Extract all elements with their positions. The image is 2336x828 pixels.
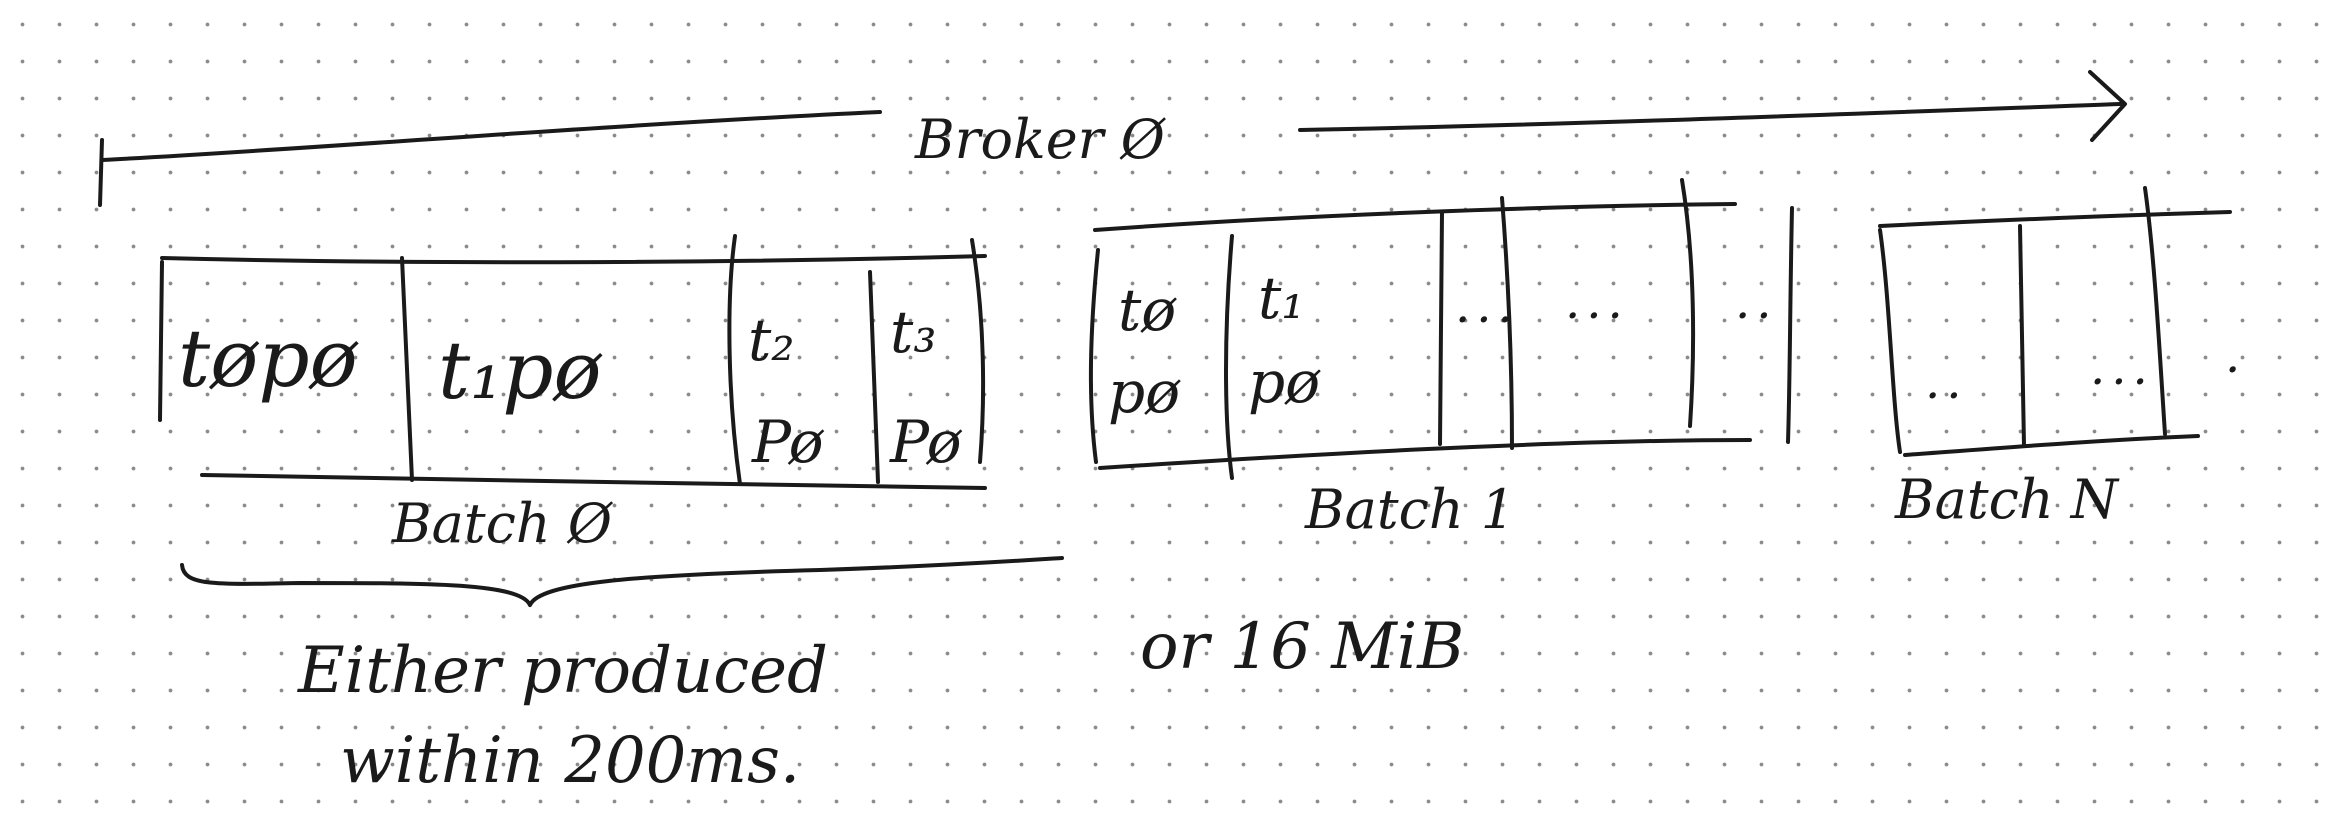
batch-1-right-edge bbox=[1786, 206, 1794, 444]
broker-label: Broker Ø bbox=[914, 108, 1167, 171]
broker-arrow-line-left bbox=[100, 110, 882, 162]
batch-1-cell-1-t: tø bbox=[1118, 276, 1177, 344]
batch-n-trailing-dots: . bbox=[2225, 328, 2246, 384]
batch-1-cell-1-p: pø bbox=[1108, 358, 1181, 426]
batch-n-right-edge bbox=[2143, 186, 2167, 436]
batch-0-divider-2 bbox=[727, 234, 742, 486]
batch-n-cell-2-dots: ... bbox=[2090, 340, 2154, 396]
batch-1-divider-1 bbox=[1224, 234, 1234, 480]
batch-0-cell-4-t: t₃ bbox=[890, 298, 937, 366]
batch-n bbox=[1878, 186, 2232, 457]
batch-1-cell-2-t: t₁ bbox=[1258, 264, 1305, 332]
batch-0 bbox=[158, 234, 987, 490]
batch-1-divider-2 bbox=[1438, 210, 1444, 446]
batch-n-left-edge bbox=[1878, 228, 1902, 454]
batch-1-trailing-dots: .. bbox=[1735, 274, 1778, 330]
batch-1-divider-4 bbox=[1680, 178, 1696, 428]
batch-0-cell-3-p: Pø bbox=[751, 408, 825, 476]
batch-n-bottom-line bbox=[1903, 434, 2200, 457]
batch-n-label: Batch N bbox=[1894, 468, 2120, 531]
batch-0-label: Batch Ø bbox=[391, 492, 614, 555]
batch-1-cell-3-dots: ... bbox=[1455, 278, 1519, 334]
broker-arrow-head bbox=[2088, 70, 2127, 142]
batch-0-right-edge bbox=[970, 238, 986, 464]
batch-1-label: Batch 1 bbox=[1304, 478, 1515, 541]
batch-0-left-edge bbox=[158, 260, 164, 422]
batch-0-cell-4-p: Pø bbox=[889, 408, 963, 476]
note-within-time: within 200ms. bbox=[340, 724, 800, 798]
batch-0-cell-2-text: t₁pø bbox=[438, 324, 603, 417]
batch-0-divider-3 bbox=[868, 270, 880, 484]
batch-1-cell-4-dots: ... bbox=[1565, 274, 1629, 330]
batch-1 bbox=[1088, 178, 1794, 480]
batch-1-bottom-line bbox=[1098, 438, 1752, 470]
batch-0-cell-3-t: t₂ bbox=[748, 306, 795, 374]
batch-0-divider-1 bbox=[400, 256, 414, 482]
batch-n-top-line bbox=[1878, 210, 2232, 228]
batch-1-top-line bbox=[1093, 202, 1737, 232]
note-size-limit: or 16 MiB bbox=[1140, 610, 1464, 684]
batch-1-cell-2-p: pø bbox=[1248, 348, 1321, 416]
batch-n-cell-1-dots: .. bbox=[1925, 354, 1968, 410]
broker-arrow-start-tick bbox=[98, 138, 104, 207]
note-either-produced: Either produced bbox=[297, 634, 828, 708]
batch-0-bottom-line bbox=[200, 473, 987, 490]
batch-0-cell-1-text: tøpø bbox=[178, 312, 360, 405]
batch-0-brace bbox=[180, 556, 1064, 607]
broker-arrow bbox=[98, 70, 2127, 207]
batch-0-top-line bbox=[160, 254, 987, 265]
broker-arrow-line-right bbox=[1298, 102, 2122, 132]
batch-1-left-edge bbox=[1088, 248, 1100, 464]
batch-n-divider-1 bbox=[2018, 224, 2026, 448]
batch-1-divider-3 bbox=[1500, 196, 1514, 450]
